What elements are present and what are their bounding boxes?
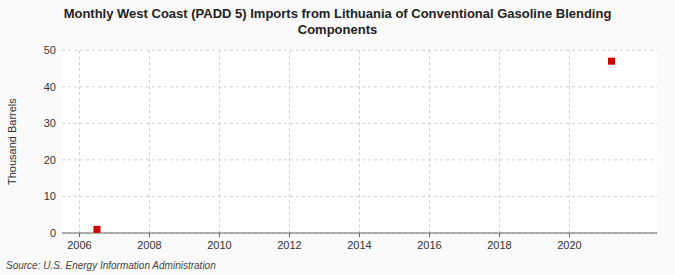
x-tick-label: 2008 (137, 239, 161, 251)
x-tick (429, 233, 430, 237)
x-tick (359, 233, 360, 237)
x-tick-label: 2010 (207, 239, 231, 251)
y-tick-label: 20 (44, 154, 56, 166)
point (608, 58, 615, 65)
chart: Monthly West Coast (PADD 5) Imports from… (0, 0, 675, 275)
x-tick-label: 2012 (277, 239, 301, 251)
source: Source: U.S. Energy Information Administ… (6, 260, 216, 271)
x-tick-label: 2014 (347, 239, 371, 251)
x-tick (289, 233, 290, 237)
x-tick-label: 2016 (417, 239, 441, 251)
x-tick (569, 233, 570, 237)
data-points (94, 58, 616, 233)
grid-line-x (219, 50, 220, 233)
x-tick (149, 233, 150, 237)
grid-line-x (499, 50, 500, 233)
title: Monthly West Coast (PADD 5) Imports from… (64, 6, 612, 37)
grid-line-x (569, 50, 570, 233)
grid-line-x (359, 50, 360, 233)
chart-container: Monthly West Coast (PADD 5) Imports from… (0, 0, 675, 275)
point (94, 226, 101, 233)
x-tick-label: 2006 (67, 239, 91, 251)
grid-line-x (289, 50, 290, 233)
y-tick-label: 10 (44, 190, 56, 202)
x-tick (79, 233, 80, 237)
grid-line-x (149, 50, 150, 233)
grid-line-x (429, 50, 430, 233)
x-tick-label: 2020 (557, 239, 581, 251)
grid-line-x (79, 50, 80, 233)
y-tick-label: 40 (44, 81, 56, 93)
y-tick-label: 0 (50, 227, 56, 239)
title-line: Monthly West Coast (PADD 5) Imports from… (64, 6, 612, 21)
y-tick-label: 30 (44, 117, 56, 129)
background (0, 0, 675, 275)
grid (62, 50, 657, 233)
x-tick (219, 233, 220, 237)
x-tick (499, 233, 500, 237)
y-tick-label: 50 (44, 44, 56, 56)
x-tick-label: 2018 (487, 239, 511, 251)
plot-area (62, 50, 657, 233)
title-line: Components (298, 22, 377, 37)
axes: 2006 2008 2010 2012 2014 2016 2018 2020 0 10 20 30 4… (44, 44, 657, 251)
y-axis-label: Thousand Barrels (6, 98, 18, 185)
